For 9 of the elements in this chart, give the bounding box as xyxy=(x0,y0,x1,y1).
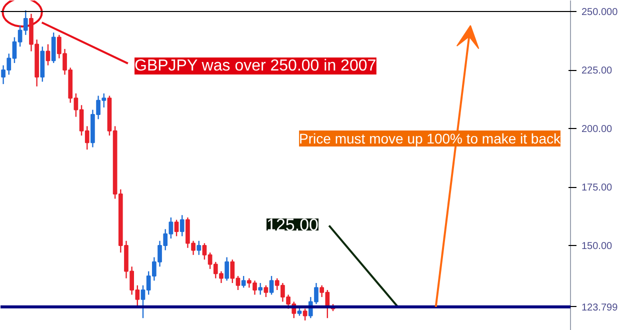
y-tick-label: 150.00 xyxy=(582,241,613,252)
y-tick-label: 200.00 xyxy=(582,124,613,136)
y-tick-label: 175.00 xyxy=(582,182,613,194)
annotation: GBPJPY was over 250.00 in 2007 xyxy=(134,58,376,74)
ref-line-label: 250.000 xyxy=(582,7,618,18)
annotation: Price must move up 100% to make it back xyxy=(299,130,562,146)
annotation: 125.00 xyxy=(266,216,318,234)
ref-line-label: 123.799 xyxy=(582,302,618,314)
y-tick-label: 225.00 xyxy=(582,66,613,77)
